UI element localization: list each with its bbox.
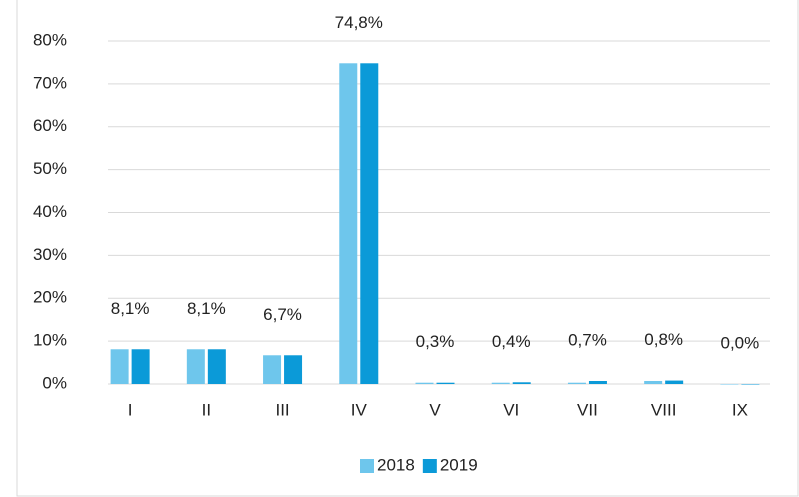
x-tick-label: IV (351, 400, 368, 419)
data-label: 8,1% (187, 299, 226, 318)
bar (284, 355, 303, 384)
y-tick-label: 70% (33, 73, 67, 92)
bar (360, 63, 379, 385)
bar (491, 382, 510, 384)
data-label: 0,4% (492, 332, 531, 351)
bar (263, 355, 282, 384)
bar (644, 380, 663, 384)
legend-swatch (422, 459, 437, 473)
x-tick-label: VIII (651, 400, 677, 419)
legend-label: 2018 (377, 455, 415, 474)
x-tick-label: I (128, 400, 133, 419)
x-tick-label: II (202, 400, 211, 419)
data-label: 0,0% (721, 333, 760, 352)
data-label: 6,7% (263, 305, 302, 324)
bar (665, 380, 684, 384)
bar (588, 380, 607, 384)
y-tick-label: 0% (42, 373, 67, 392)
y-tick-label: 10% (33, 331, 67, 350)
x-tick-label: III (275, 400, 289, 419)
y-tick-label: 80% (33, 30, 67, 49)
bar (186, 349, 205, 384)
x-tick-label: IX (732, 400, 748, 419)
bar (415, 382, 434, 384)
y-tick-label: 40% (33, 202, 67, 221)
x-tick-label: V (429, 400, 441, 419)
bar (110, 349, 129, 384)
data-label: 0,7% (568, 330, 607, 349)
bar (512, 382, 531, 384)
y-tick-label: 50% (33, 159, 67, 178)
bar (720, 384, 739, 385)
y-tick-label: 30% (33, 245, 67, 264)
data-label: 8,1% (111, 299, 150, 318)
data-label: 0,8% (644, 330, 683, 349)
bar (741, 384, 760, 385)
y-tick-label: 20% (33, 288, 67, 307)
legend-swatch (360, 459, 374, 473)
x-tick-label: VI (503, 400, 519, 419)
bar (339, 63, 358, 385)
data-label: 74,8% (335, 13, 383, 32)
legend-label: 2019 (440, 455, 478, 474)
chart-frame (16, 0, 799, 497)
x-tick-label: VII (577, 400, 598, 419)
bar (207, 349, 226, 384)
bar (436, 382, 455, 384)
bar (131, 349, 150, 384)
y-tick-label: 60% (33, 116, 67, 135)
bar (567, 382, 586, 384)
data-label: 0,3% (416, 332, 455, 351)
